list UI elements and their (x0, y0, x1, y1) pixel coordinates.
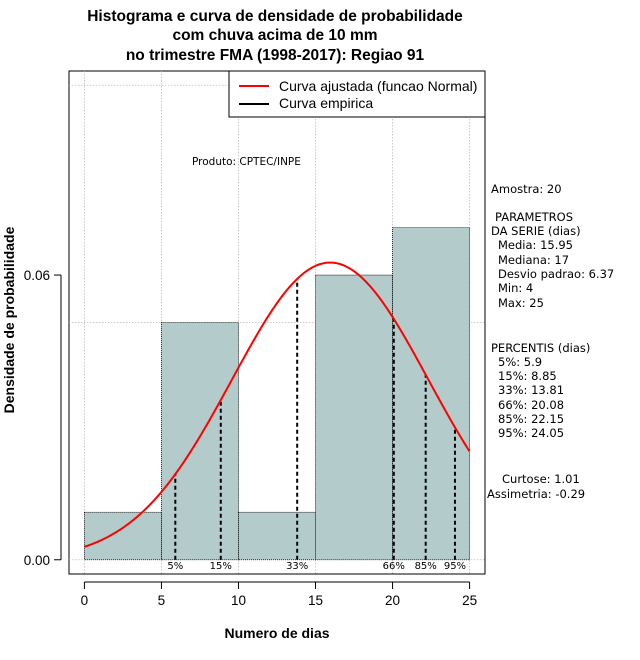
percentile-66: 66%: 20.08 (498, 398, 564, 412)
legend-empirical-label: Curva empirica (279, 95, 373, 111)
legend-fit-label: Curva ajustada (funcao Normal) (279, 78, 477, 94)
x-tick-label: 10 (231, 593, 246, 608)
percentile-line-label: 15% (210, 561, 232, 572)
x-tick-label: 0 (81, 593, 89, 608)
y-tick-label: 0.06 (24, 268, 50, 283)
legend-box (228, 70, 486, 118)
x-tick-label: 15 (308, 593, 323, 608)
param-median: Mediana: 17 (498, 253, 569, 267)
param-mean: Media: 15.95 (498, 238, 573, 252)
kurtosis: Curtose: 1.01 (502, 472, 580, 486)
x-tick-label: 5 (158, 593, 166, 608)
params-subtitle: DA SERIE (dias) (491, 224, 581, 238)
x-tick-label: 20 (385, 593, 400, 608)
percentile-line-label: 66% (383, 561, 405, 572)
percentile-line-label: 5% (167, 561, 183, 572)
histogram-bar (84, 511, 162, 561)
percentile-line-label: 33% (286, 561, 308, 572)
y-axis: 0.00 0.06 (24, 268, 62, 568)
chart-title-line-2: com chuva acima de 10 mm (172, 27, 377, 44)
histogram-bar (238, 511, 316, 561)
param-min: Min: 4 (498, 281, 533, 295)
percentile-95: 95%: 24.05 (498, 426, 564, 440)
percentis-title: PERCENTIS (dias) (491, 341, 590, 355)
sample-size: Amostra: 20 (491, 182, 562, 196)
percentile-85: 85%: 22.15 (498, 412, 564, 426)
chart-title-line-1: Histograma e curva de densidade de proba… (87, 8, 463, 25)
chart-title-line-3: no trimestre FMA (1998-2017): Regiao 91 (126, 47, 425, 64)
x-axis: 0 5 10 15 20 25 (81, 581, 477, 608)
side-panel: Amostra: 20 PARAMETROS DA SERIE (dias) M… (487, 182, 614, 501)
x-axis-title: Numero de dias (224, 625, 329, 641)
percentile-5: 5%: 5.9 (498, 355, 542, 369)
fitted-normal-curve (84, 261, 471, 548)
histogram-bar (392, 227, 470, 561)
histogram-bar (161, 322, 239, 561)
percentile-line-label: 85% (415, 561, 437, 572)
skewness: Assimetria: -0.29 (487, 487, 585, 501)
histogram-bar (315, 274, 393, 561)
product-credit: Produto: CPTEC/INPE (192, 156, 301, 168)
percentile-15: 15%: 8.85 (498, 369, 557, 383)
legend: Curva ajustada (funcao Normal) Curva emp… (228, 70, 486, 118)
params-title: PARAMETROS (495, 210, 573, 224)
param-sd: Desvio padrao: 6.37 (498, 267, 614, 281)
y-axis-title: Densidade de probabilidade (1, 226, 17, 413)
percentile-lines: 5% 15% 33% 66% 85% 95% (167, 278, 466, 572)
percentile-line-label: 95% (444, 561, 466, 572)
y-tick-label: 0.00 (24, 553, 50, 568)
x-tick-label: 25 (462, 593, 477, 608)
param-max: Max: 25 (498, 296, 544, 310)
percentile-33: 33%: 13.81 (498, 383, 564, 397)
histogram-bars (84, 227, 470, 561)
